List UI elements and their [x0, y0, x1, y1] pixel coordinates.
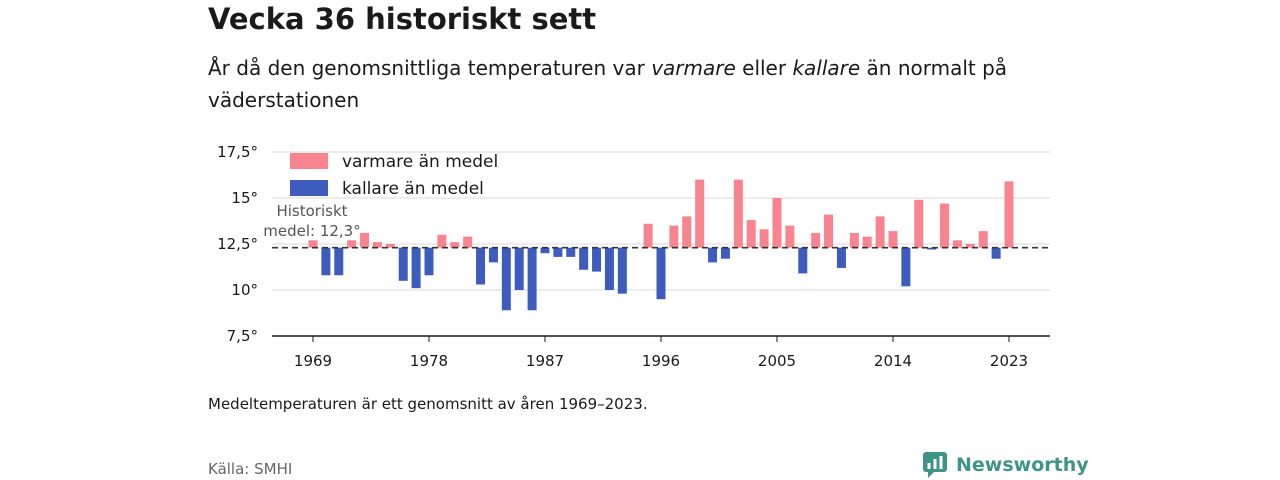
- x-tick-label: 1996: [642, 352, 680, 370]
- bar-cold: [488, 247, 498, 263]
- reference-label-line-2: medel: 12,3°: [263, 222, 360, 240]
- bar-cold: [476, 247, 486, 285]
- bar-cold: [708, 247, 718, 263]
- legend-swatch: [290, 153, 328, 169]
- bar-cold: [592, 247, 602, 272]
- bar-warm: [347, 240, 357, 248]
- subtitle-text-2: eller: [735, 56, 793, 80]
- chart-subtitle: År då den genomsnittliga temperaturen va…: [208, 52, 1068, 116]
- y-tick-label: 15°: [231, 189, 258, 207]
- legend-label: kallare än medel: [342, 179, 484, 199]
- bar-warm: [965, 244, 975, 248]
- bar-warm: [308, 240, 318, 248]
- bar-cold: [424, 247, 434, 276]
- x-tick-label: 2023: [990, 352, 1028, 370]
- y-tick-label: 7,5°: [227, 327, 258, 345]
- subtitle-warm-word: varmare: [651, 56, 736, 80]
- bar-cold: [398, 247, 408, 281]
- brand-name: Newsworthy: [956, 454, 1089, 476]
- bar-cold: [566, 247, 576, 257]
- bar-cold: [514, 247, 524, 290]
- bar-cold: [901, 247, 911, 287]
- bar-cold: [527, 247, 537, 311]
- bar-warm: [914, 199, 924, 248]
- x-tick-label: 1969: [294, 352, 332, 370]
- bar-cold: [991, 247, 1001, 259]
- subtitle-text-1: År då den genomsnittliga temperaturen va…: [208, 56, 652, 80]
- bar-warm: [811, 232, 821, 248]
- bar-cold: [579, 247, 589, 270]
- bar-warm: [978, 231, 988, 248]
- bar-cold: [604, 247, 614, 290]
- bar-warm: [940, 203, 950, 248]
- brand-logo[interactable]: Newsworthy: [922, 450, 1089, 480]
- bar-cold: [656, 247, 666, 300]
- bar-cold: [553, 247, 563, 257]
- bar-warm: [875, 216, 885, 248]
- bar-cold: [501, 247, 511, 311]
- bar-warm: [952, 240, 962, 248]
- subtitle-cold-word: kallare: [792, 56, 861, 80]
- bar-cold: [798, 247, 808, 274]
- y-tick-label: 10°: [231, 281, 258, 299]
- bar-warm: [824, 214, 834, 248]
- x-tick-label: 2005: [758, 352, 796, 370]
- x-tick-label: 1987: [526, 352, 564, 370]
- newsworthy-logo-icon: [923, 452, 947, 478]
- reference-label-line-1: Historiskt: [276, 202, 347, 220]
- bar-warm: [437, 234, 447, 248]
- bar-warm: [669, 225, 679, 248]
- bar-warm: [450, 242, 460, 248]
- source-label: Källa: SMHI: [208, 460, 293, 478]
- bar-warm: [772, 198, 782, 248]
- bar-warm: [463, 236, 473, 248]
- bar-warm: [862, 236, 872, 248]
- bar-warm: [695, 179, 705, 248]
- bar-cold: [836, 247, 846, 268]
- bar-warm: [849, 232, 859, 248]
- bar-warm: [385, 244, 395, 248]
- chart-title: Vecka 36 historiskt sett: [208, 2, 597, 36]
- bar-warm: [733, 179, 743, 248]
- bar-warm: [746, 220, 756, 248]
- bar-cold: [334, 247, 344, 276]
- legend-label: varmare än medel: [342, 152, 498, 172]
- bar-cold: [540, 247, 550, 254]
- bar-warm: [682, 216, 692, 248]
- y-tick-label: 17,5°: [217, 143, 258, 161]
- bar-warm: [785, 225, 795, 248]
- footnote: Medeltemperaturen är ett genomsnitt av å…: [208, 395, 648, 413]
- y-tick-label: 12,5°: [217, 235, 258, 253]
- bar-warm: [888, 231, 898, 248]
- legend-swatch: [290, 180, 328, 196]
- bar-warm: [759, 229, 769, 248]
- bar-warm: [643, 223, 653, 248]
- bar-warm: [372, 242, 382, 248]
- bar-cold: [720, 247, 730, 259]
- subtitle-text-3: än normalt på väderstationen: [208, 56, 1008, 112]
- bar-warm: [1004, 181, 1014, 248]
- bar-cold: [617, 247, 627, 294]
- x-tick-label: 2014: [874, 352, 912, 370]
- bar-cold: [411, 247, 421, 289]
- bar-warm: [360, 232, 370, 248]
- x-tick-label: 1978: [410, 352, 448, 370]
- bar-cold: [927, 247, 937, 250]
- bar-cold: [321, 247, 331, 276]
